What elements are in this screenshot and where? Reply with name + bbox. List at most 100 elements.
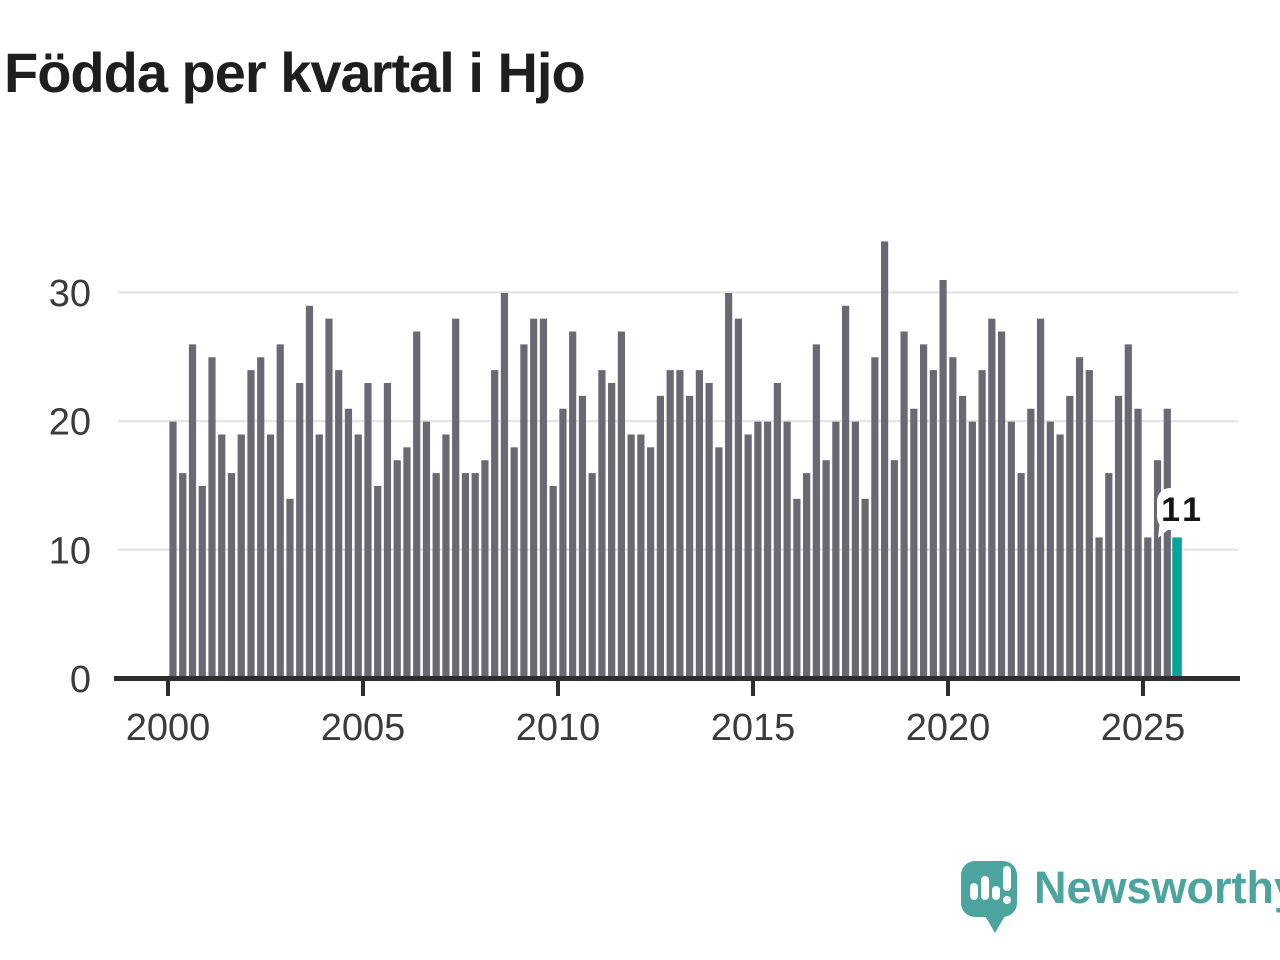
quarter-bar	[900, 331, 908, 679]
logo-exclamation-stem	[1003, 866, 1011, 891]
quarter-bar	[598, 370, 606, 679]
quarter-bar	[305, 305, 314, 679]
y-axis-label: 0	[70, 659, 91, 701]
newsworthy-speech-bubble-bar-chart-icon	[961, 861, 1017, 933]
quarter-bar	[520, 344, 528, 679]
quarter-bar	[422, 421, 431, 679]
quarter-bar	[939, 280, 947, 679]
quarter-bar	[549, 485, 557, 679]
quarter-bar	[881, 241, 889, 680]
quarter-bar	[793, 498, 801, 679]
quarter-bar	[315, 434, 323, 679]
quarter-bar	[461, 473, 470, 679]
quarter-bar	[958, 395, 967, 679]
quarter-bar	[237, 434, 245, 679]
logo-bar-small	[970, 883, 978, 900]
quarter-bar	[442, 434, 450, 679]
quarter-bar	[1124, 344, 1132, 679]
quarter-bar	[754, 421, 762, 679]
quarter-bar	[530, 318, 538, 679]
quarter-bar	[198, 485, 206, 679]
quarter-bar	[257, 357, 265, 679]
x-tick-label: 2025	[1101, 707, 1186, 749]
quarter-bar	[997, 331, 1006, 679]
quarter-bar	[247, 370, 255, 679]
quarter-bar	[1153, 460, 1162, 679]
quarter-bar	[988, 318, 996, 679]
quarter-bar	[1114, 395, 1123, 679]
quarter-bar	[510, 447, 518, 679]
logo-exclamation-dot	[1003, 896, 1011, 904]
x-tick-label: 2010	[516, 707, 601, 749]
quarter-bar	[1036, 318, 1045, 679]
quarter-bar	[491, 370, 499, 679]
quarter-bar	[715, 447, 723, 679]
quarter-bar	[695, 370, 703, 679]
bar-chart: 0 10 20 30 2000 2005 2010 2015 2020 2025 11	[49, 241, 1240, 749]
quarter-bar	[910, 408, 918, 679]
y-axis-label: 20	[49, 402, 91, 444]
quarter-bar	[383, 382, 392, 679]
quarter-bar	[452, 318, 460, 679]
quarter-bar	[559, 408, 567, 679]
quarter-bar	[218, 434, 226, 679]
quarter-bar	[364, 382, 372, 679]
quarter-bar	[1095, 537, 1103, 679]
quarter-bar	[949, 357, 957, 679]
quarter-bar	[432, 473, 440, 679]
y-axis-label: 30	[49, 273, 91, 315]
quarter-bar	[744, 434, 752, 679]
y-axis-label: 10	[49, 530, 91, 572]
quarter-bar	[1075, 357, 1084, 679]
quarter-bar	[929, 370, 937, 679]
quarter-bar	[1056, 434, 1064, 679]
quarter-bar	[637, 434, 645, 679]
newsworthy-logo-text: Newsworthy	[1034, 862, 1280, 913]
quarter-bar	[471, 473, 479, 679]
newsworthy-logo: Newsworthy	[958, 858, 1280, 936]
quarter-bar	[617, 331, 626, 679]
quarter-bar	[578, 395, 587, 679]
quarter-bar	[705, 382, 713, 679]
quarter-bar	[676, 370, 684, 679]
quarter-bar	[169, 421, 177, 679]
x-tick-label: 2015	[711, 707, 796, 749]
quarter-bar	[1027, 408, 1035, 679]
annotation-bubble	[1157, 488, 1207, 530]
quarter-bar	[1144, 537, 1152, 679]
quarter-bar	[919, 344, 928, 679]
annotation-label: 11	[1161, 491, 1205, 529]
quarter-bar	[296, 382, 304, 679]
quarter-bar	[1017, 473, 1025, 679]
quarter-bar	[725, 292, 733, 679]
quarter-bar	[842, 305, 850, 679]
quarter-bar	[1066, 395, 1074, 679]
quarter-bar	[812, 344, 820, 679]
quarter-bar	[666, 370, 674, 679]
quarter-bar	[403, 447, 411, 679]
quarter-bar	[539, 318, 548, 679]
quarter-bar	[861, 498, 869, 679]
quarter-bar	[393, 460, 401, 679]
quarter-bar	[1007, 421, 1015, 679]
quarter-bar	[890, 460, 898, 679]
quarter-bar	[344, 408, 353, 679]
quarter-bar	[686, 395, 694, 679]
x-tick-label: 2020	[906, 707, 991, 749]
quarter-bar	[188, 344, 197, 679]
quarter-bar	[851, 421, 859, 679]
quarter-bar	[1085, 370, 1093, 679]
quarter-bar	[286, 498, 294, 679]
quarter-bar	[1163, 408, 1171, 679]
quarter-bar	[481, 460, 489, 679]
logo-bar-tall	[981, 876, 989, 900]
quarter-bar	[374, 485, 382, 679]
quarter-bar	[656, 395, 664, 679]
chart-title: Födda per kvartal i Hjo	[4, 41, 586, 104]
logo-bar-short	[992, 886, 1000, 900]
x-tick-label: 2005	[321, 707, 406, 749]
quarter-bar	[647, 447, 655, 679]
quarter-bar	[1046, 421, 1054, 679]
quarter-bar	[764, 421, 772, 679]
